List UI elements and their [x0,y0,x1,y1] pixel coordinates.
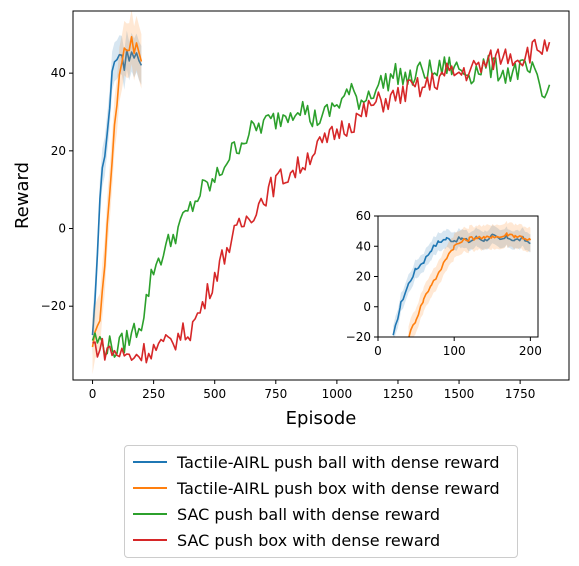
main-xlabel: Episode [286,408,357,429]
inset-xtick-label-0: 0 [374,344,382,358]
main-series-line-3 [92,38,551,364]
legend-item-0: Tactile-AIRL push ball with dense reward [133,450,500,474]
inset-ytick-label-1: 0 [363,300,371,314]
main-ytick-label-3: 40 [51,66,66,80]
main-series-line-0 [91,49,143,336]
inset-series-line-1 [408,232,532,337]
main-xtick-label-2: 500 [203,387,226,401]
legend-swatch-3 [133,539,167,541]
main-xtick-label-1: 250 [142,387,165,401]
inset-band-0 [393,225,531,337]
main-xtick-label-0: 0 [89,387,97,401]
main-xtick-label-6: 1500 [444,387,475,401]
inset-background [378,216,538,337]
main-ytick-label-0: −20 [41,299,66,313]
main-xtick-label-4: 1000 [322,387,353,401]
legend-label-1: Tactile-AIRL push box with dense reward [177,478,500,498]
main-xtick-label-5: 1250 [383,387,414,401]
legend-item-1: Tactile-AIRL push box with dense reward [133,476,500,500]
main-ytick-label-1: 0 [58,222,66,236]
legend-label-2: SAC push ball with dense reward [177,504,441,524]
main-xtick-label-7: 1750 [505,387,536,401]
legend: Tactile-AIRL push ball with dense reward… [124,445,518,558]
legend-swatch-2 [133,513,167,515]
inset-series-line-0 [392,233,531,336]
inset-xtick-label-2: 200 [519,344,542,358]
inset-ytick-label-4: 60 [356,209,371,223]
main-ytick-label-2: 20 [51,144,66,158]
main-band-1 [92,11,142,375]
legend-label-3: SAC push box with dense reward [177,530,441,550]
main-frame [72,10,570,381]
legend-item-2: SAC push ball with dense reward [133,502,440,526]
legend-label-0: Tactile-AIRL push ball with dense reward [177,452,500,472]
main-series-line-1 [91,35,143,348]
legend-item-3: SAC push box with dense reward [133,528,440,552]
legend-swatch-1 [133,487,167,489]
main-band-0 [92,30,142,355]
inset-series-group [392,220,532,337]
legend-swatch-0 [133,461,167,463]
main-xtick-label-3: 750 [264,387,287,401]
inset-xtick-label-1: 100 [443,344,466,358]
inset-ytick-label-2: 20 [356,270,371,284]
main-plot: 0 250 500 750 1000 1250 1500 1750−2002040Episod… [12,10,570,429]
inset-ytick-label-3: 40 [356,239,371,253]
main-series-group [91,11,551,375]
inset-band-1 [408,220,531,337]
main-ylabel: Reward [12,162,33,229]
inset-ytick-label-0: −20 [346,330,371,344]
main-series-line-2 [91,54,551,358]
